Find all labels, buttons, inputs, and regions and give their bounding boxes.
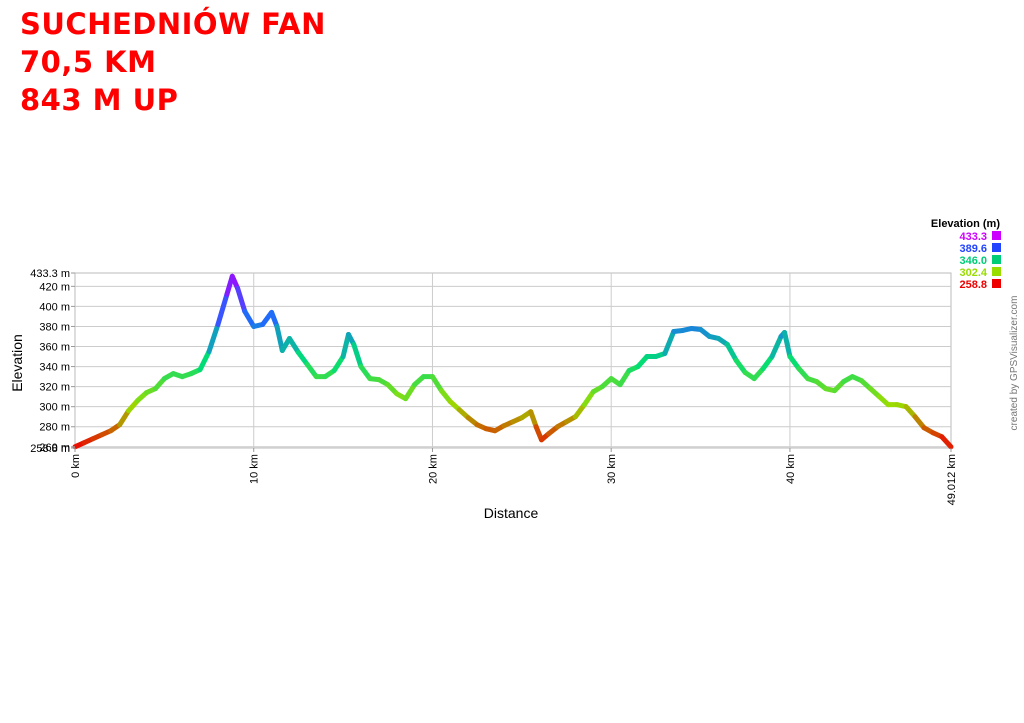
- x-axis-title: Distance: [484, 505, 539, 521]
- profile-segment: [274, 323, 285, 354]
- profile-segment: [197, 349, 212, 373]
- profile-segment: [429, 374, 444, 394]
- x-tick-label: 49.012 km: [946, 454, 958, 505]
- legend-entry-label: 389.6: [959, 243, 987, 255]
- y-axis-title: Elevation: [9, 334, 25, 392]
- profile-segment: [403, 382, 418, 402]
- profile-segment: [206, 321, 221, 355]
- profile-segment: [662, 328, 677, 357]
- profile-segment: [235, 285, 248, 314]
- profile-segment: [117, 408, 132, 428]
- profile-segment: [331, 354, 346, 374]
- plot-area-frame: [74, 272, 952, 449]
- y-tick-label: 258.8 m: [30, 443, 70, 455]
- x-axis-ticks: 0 km 10 km 20 km 30 km 40 km 49.012 km: [70, 448, 958, 505]
- profile-segment: [581, 389, 596, 408]
- legend-entry-label: 346.0: [959, 255, 987, 267]
- headline-title: SUCHEDNIÓW FAN: [20, 7, 326, 41]
- elevation-profile-series: [72, 273, 954, 450]
- y-tick-label: 300 m: [39, 402, 70, 414]
- legend-entry-label: 258.8: [959, 279, 987, 291]
- legend-entry-label: 433.3: [959, 231, 987, 243]
- y-tick-label: 360 m: [39, 342, 70, 354]
- y-tick-label: 340 m: [39, 362, 70, 374]
- y-tick-label: 280 m: [39, 422, 70, 434]
- legend-swatch: [992, 243, 1001, 252]
- y-tick-label: 320 m: [39, 382, 70, 394]
- profile-segment: [528, 409, 539, 430]
- x-tick-label: 40 km: [785, 454, 797, 484]
- x-tick-label: 20 km: [427, 454, 439, 484]
- legend-entry-label: 302.4: [959, 267, 987, 279]
- profile-segment: [351, 342, 364, 370]
- headline-distance: 70,5 KM: [20, 45, 157, 79]
- profile-segment: [724, 342, 739, 364]
- profile-segment: [782, 329, 793, 360]
- profile-segment: [617, 368, 632, 388]
- profile-segment: [215, 291, 230, 327]
- profile-segment: [286, 335, 301, 356]
- y-tick-label: 400 m: [39, 301, 70, 313]
- profile-segment: [939, 434, 954, 450]
- legend-swatch: [992, 279, 1001, 288]
- legend-swatch: [992, 231, 1001, 240]
- profile-segment: [242, 308, 257, 329]
- x-tick-label: 0 km: [70, 454, 82, 478]
- legend-swatch: [992, 267, 1001, 276]
- x-tick-label: 10 km: [249, 454, 261, 484]
- y-tick-label: 433.3 m: [30, 268, 70, 280]
- y-tick-label: 420 m: [39, 281, 70, 293]
- y-tick-label: 380 m: [39, 321, 70, 333]
- legend-title: Elevation (m): [931, 218, 1000, 230]
- headline-elevation-gain: 843 M UP: [20, 83, 179, 117]
- profile-segment: [340, 331, 351, 360]
- profile-segment: [269, 309, 280, 329]
- legend-swatch: [992, 255, 1001, 264]
- y-tick-label: 260 m: [39, 442, 70, 454]
- x-tick-label: 30 km: [606, 454, 618, 484]
- credit-text: created by GPSVisualizer.com: [1009, 296, 1020, 431]
- profile-segment: [769, 333, 784, 360]
